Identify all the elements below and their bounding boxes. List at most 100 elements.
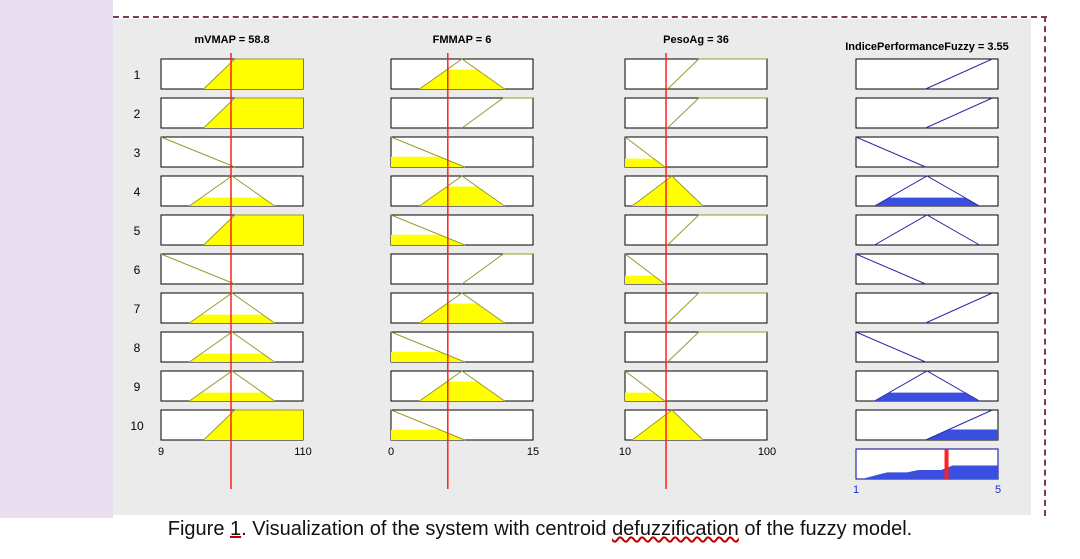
rule-mf-curve: [631, 175, 704, 207]
rule-mf-curve: [203, 409, 303, 441]
rule-number-label: 3: [134, 146, 141, 160]
output-mf-curve: [874, 214, 980, 246]
rule-mf-curve: [461, 97, 533, 129]
rule-mf-curve: [419, 370, 505, 402]
rule-mf-fill: [161, 98, 303, 128]
rule-mf-fill: [625, 392, 767, 401]
caption-prefix: Figure: [167, 518, 231, 540]
input-variable-title: FMMAP = 6: [433, 34, 492, 46]
rule-mf-curve: [390, 331, 465, 363]
rule-mf-curve: [203, 214, 303, 246]
rule-mf-box: [624, 214, 768, 246]
rule-mf-fill: [391, 156, 533, 167]
rule-mf-curve: [667, 331, 767, 363]
rule-number-label: 9: [134, 380, 141, 394]
rule-mf-curve: [390, 136, 465, 168]
rule-number-label: 5: [134, 224, 141, 238]
rule-mf-fill: [625, 410, 767, 440]
output-mf-fill: [856, 197, 998, 206]
rule-mf-fill: [391, 429, 533, 440]
rule-mf-box: [390, 253, 534, 285]
rule-mf-fill: [625, 176, 767, 206]
rule-number-label: 6: [134, 263, 141, 277]
rule-mf-fill: [161, 410, 303, 440]
output-mf-box: [855, 58, 999, 90]
output-mf-fill: [856, 392, 998, 401]
output-mf-curve: [925, 58, 993, 90]
rule-mf-curve: [203, 58, 303, 90]
rule-mf-curve: [189, 370, 275, 402]
rule-mf-fill: [391, 234, 533, 245]
rule-mf-curve: [461, 253, 533, 285]
rule-mf-fill: [625, 275, 767, 284]
rule-mf-curve: [390, 409, 465, 441]
input-range-max: 110: [294, 446, 312, 458]
rule-mf-curve: [189, 292, 275, 324]
output-variable-title: IndicePerformanceFuzzy = 3.55: [845, 41, 1009, 53]
rule-mf-fill: [391, 351, 533, 362]
output-mf-curve: [874, 370, 980, 402]
input-variable-title: PesoAg = 36: [663, 34, 729, 46]
rule-mf-curve: [631, 409, 704, 441]
output-mf-curve: [855, 331, 926, 363]
rule-mf-curve: [419, 175, 505, 207]
figure-caption: Figure 1. Visualization of the system wi…: [0, 518, 1080, 541]
input-range-max: 15: [527, 446, 539, 458]
rule-number-label: 4: [134, 185, 141, 199]
rule-mf-curve: [667, 58, 767, 90]
output-mf-box: [855, 214, 999, 246]
output-mf-box: [855, 331, 999, 363]
output-range-min: 1: [853, 484, 859, 496]
rule-mf-box: [624, 331, 768, 363]
output-mf-box: [855, 253, 999, 285]
output-mf-curve: [855, 253, 926, 285]
rule-mf-box: [624, 58, 768, 90]
rule-number-label: 8: [134, 341, 141, 355]
rule-mf-fill: [161, 197, 303, 206]
output-mf-curve: [925, 97, 993, 129]
output-mf-curve: [925, 292, 993, 324]
rule-mf-curve: [189, 175, 275, 207]
input-range-min: 10: [619, 446, 631, 458]
caption-figure-number: 1: [230, 518, 242, 540]
rule-mf-box: [624, 370, 768, 402]
output-mf-curve: [925, 409, 993, 441]
rule-mf-curve: [624, 136, 666, 168]
rule-number-label: 7: [134, 302, 141, 316]
rule-mf-curve: [160, 253, 235, 285]
rule-mf-curve: [390, 214, 465, 246]
output-mf-box: [855, 97, 999, 129]
rule-mf-box: [390, 97, 534, 129]
rule-mf-curve: [667, 292, 767, 324]
output-mf-box: [855, 136, 999, 168]
input-range-min: 0: [388, 446, 394, 458]
caption-underlined-word: defuzzification: [612, 518, 739, 540]
rule-mf-curve: [203, 97, 303, 129]
rule-mf-fill: [161, 314, 303, 323]
rule-mf-curve: [624, 253, 666, 285]
rule-viewer-panel: 1 2 3 4 5 6 7 8 9 10 mVMAP = 58.8 9 110 FMMAP = 6 0 15 P…: [113, 19, 1031, 515]
caption-suffix: of the fuzzy model.: [738, 518, 913, 540]
output-mf-fill: [856, 429, 998, 440]
rule-mf-box: [160, 253, 304, 285]
output-range-max: 5: [995, 484, 1001, 496]
aggregate-output-fill: [861, 465, 998, 479]
rule-mf-fill: [161, 215, 303, 245]
input-range-min: 9: [158, 446, 164, 458]
rule-mf-box: [160, 136, 304, 168]
rule-mf-box: [624, 292, 768, 324]
frame-right-border: [1044, 16, 1046, 516]
rule-mf-curve: [189, 331, 275, 363]
rule-mf-fill: [625, 158, 767, 167]
output-mf-curve: [874, 175, 980, 207]
left-margin: [0, 0, 113, 518]
rule-mf-fill: [161, 59, 303, 89]
caption-middle: . Visualization of the system with centr…: [241, 518, 613, 540]
rule-mf-fill: [161, 392, 303, 401]
input-range-max: 100: [758, 446, 776, 458]
rule-mf-curve: [419, 58, 505, 90]
rule-number-label: 10: [130, 419, 144, 433]
rule-mf-fill: [161, 353, 303, 362]
output-mf-curve: [855, 136, 926, 168]
rule-mf-curve: [624, 370, 666, 402]
